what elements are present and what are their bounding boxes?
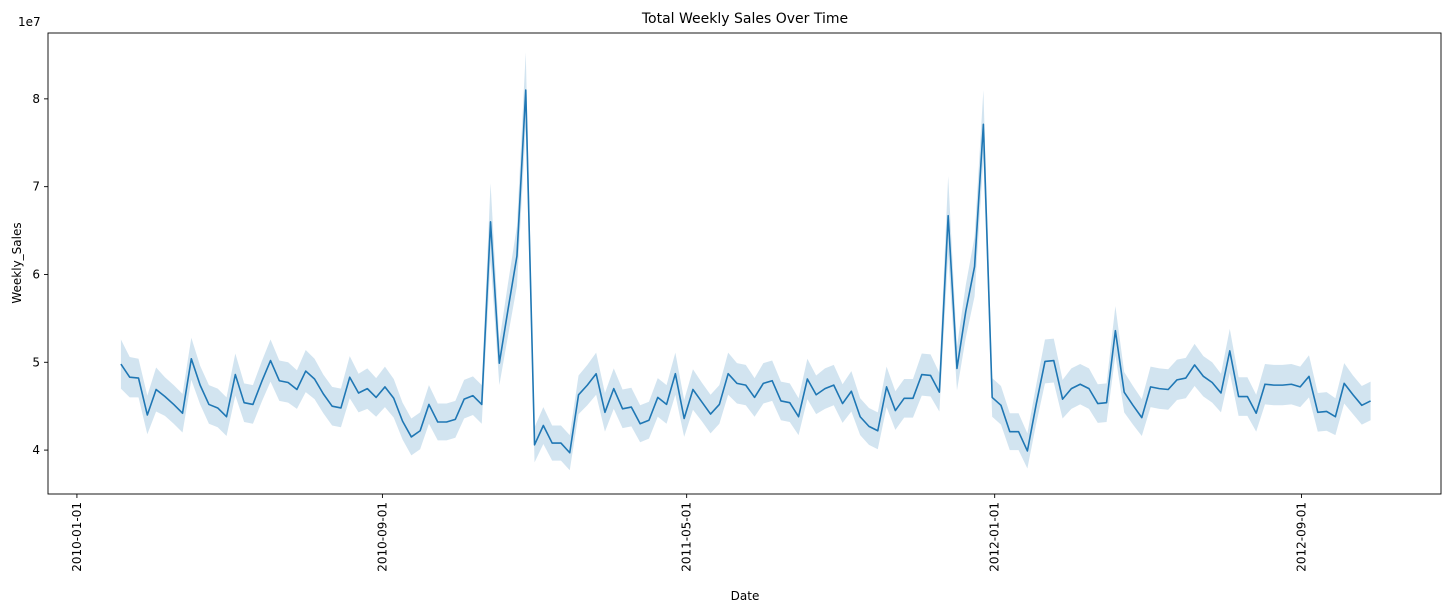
- x-tick-label: 2012-09-01: [1294, 502, 1308, 572]
- y-tick-label: 4: [32, 443, 40, 457]
- y-tick-label: 5: [32, 355, 40, 369]
- chart-title: Total Weekly Sales Over Time: [641, 11, 848, 27]
- y-scale-label: 1e7: [18, 15, 41, 29]
- x-tick-label: 2012-01-01: [988, 502, 1002, 572]
- confidence-band: [120, 52, 1371, 471]
- x-tick-label: 2010-09-01: [375, 502, 389, 572]
- y-axis-label: Weekly_Sales: [10, 222, 24, 303]
- x-tick-label: 2010-01-01: [70, 502, 84, 572]
- sales-line: [120, 89, 1371, 454]
- x-axis: 2010-01-01 2010-09-01 2011-05-01 2012-01-01…: [70, 494, 1308, 572]
- y-tick-label: 8: [32, 92, 40, 106]
- x-tick-label: 2011-05-01: [680, 502, 694, 572]
- y-axis: 4 5 6 7 8: [32, 92, 48, 457]
- plot-frame: [47, 32, 1442, 495]
- plot-area: [120, 52, 1371, 471]
- x-axis-label: Date: [731, 589, 760, 603]
- y-tick-label: 6: [32, 267, 40, 281]
- y-tick-label: 7: [32, 180, 40, 194]
